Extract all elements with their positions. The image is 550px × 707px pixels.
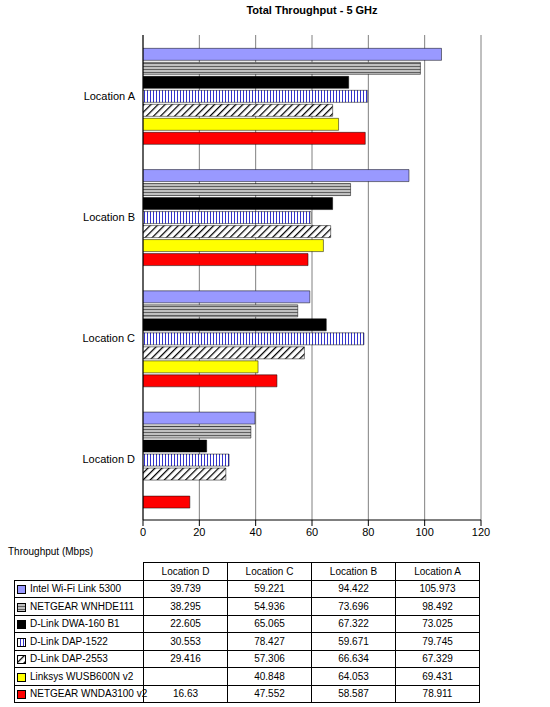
html-text:Total Throughput - 5 GHz: Total Throughput - 5 GHz: [246, 4, 378, 16]
svg-text:80: 80: [362, 526, 374, 538]
html-text:D-Link DWA-160 B1: D-Link DWA-160 B1: [30, 618, 120, 630]
svg-text:Location B: Location B: [83, 211, 135, 223]
html-text:78.911: 78.911: [422, 688, 453, 700]
svg-text:40: 40: [250, 526, 262, 538]
svg-text:0: 0: [140, 526, 146, 538]
html-text:59.221: 59.221: [254, 583, 285, 595]
html-text:73.025: 73.025: [422, 618, 453, 630]
html-text:Location D: Location D: [161, 565, 210, 577]
html-text:16.63: 16.63: [173, 688, 198, 700]
svg-text:100: 100: [415, 526, 433, 538]
svg-text:20: 20: [193, 526, 205, 538]
html-text:73.696: 73.696: [338, 600, 369, 612]
html-text:Location C: Location C: [245, 565, 294, 577]
html-text:Linksys WUSB600N v2: Linksys WUSB600N v2: [30, 670, 134, 682]
html-text:Intel Wi-Fi Link 5300: Intel Wi-Fi Link 5300: [30, 583, 122, 595]
html-text:D-Link DAP-2553: D-Link DAP-2553: [30, 653, 108, 665]
html-text:NETGEAR WNHDE111: NETGEAR WNHDE111: [30, 600, 135, 612]
html-text:78.427: 78.427: [254, 635, 285, 647]
html-text:94.422: 94.422: [338, 583, 369, 595]
svg-text:Location A: Location A: [84, 90, 136, 102]
html-text:58.587: 58.587: [338, 688, 369, 700]
svg-text:60: 60: [306, 526, 318, 538]
html-text:38.295: 38.295: [170, 600, 201, 612]
html-text:29.416: 29.416: [170, 653, 201, 665]
html-text:22.605: 22.605: [170, 618, 201, 630]
html-text:D-Link DAP-1522: D-Link DAP-1522: [30, 635, 108, 647]
html-text:64.053: 64.053: [338, 670, 369, 682]
html-text:39.739: 39.739: [170, 583, 201, 595]
html-text:65.065: 65.065: [254, 618, 285, 630]
html-text:NETGEAR WNDA3100 v2: NETGEAR WNDA3100 v2: [30, 688, 148, 700]
html-text:Location B: Location B: [329, 565, 378, 577]
html-text:54.936: 54.936: [254, 600, 285, 612]
svg-text:120: 120: [472, 526, 490, 538]
html-text:67.322: 67.322: [338, 618, 369, 630]
html-text:79.745: 79.745: [422, 635, 453, 647]
html-text:69.431: 69.431: [422, 670, 453, 682]
html-text:Location A: Location A: [414, 565, 461, 577]
html-text:66.634: 66.634: [338, 653, 369, 665]
html-text:Throughput (Mbps): Throughput (Mbps): [8, 546, 93, 557]
html-text:57.306: 57.306: [254, 653, 285, 665]
svg-text:Location D: Location D: [82, 453, 135, 465]
html-text:67.329: 67.329: [422, 653, 453, 665]
html-text:40.848: 40.848: [254, 670, 285, 682]
svg-text:Location C: Location C: [82, 332, 135, 344]
html-text:105.973: 105.973: [419, 583, 456, 595]
html-text:98.492: 98.492: [422, 600, 453, 612]
html-text:59.671: 59.671: [338, 635, 369, 647]
html-text:30.553: 30.553: [170, 635, 201, 647]
html-text:47.552: 47.552: [254, 688, 285, 700]
